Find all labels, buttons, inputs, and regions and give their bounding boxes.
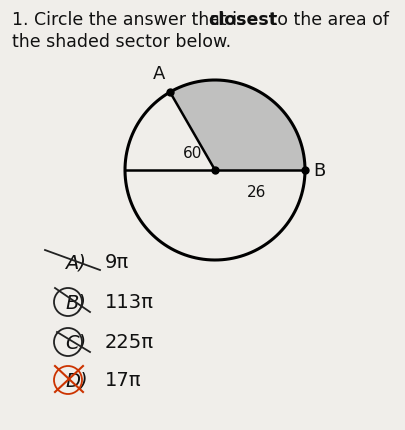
Text: C): C) — [65, 333, 86, 352]
Text: closest: closest — [208, 11, 277, 29]
Text: to the area of: to the area of — [265, 11, 389, 29]
Text: D): D) — [65, 371, 87, 390]
Text: 60: 60 — [183, 145, 202, 160]
Wedge shape — [170, 81, 305, 171]
Text: 225π: 225π — [105, 333, 154, 352]
Text: 26: 26 — [247, 184, 266, 200]
Text: 1. Circle the answer that is: 1. Circle the answer that is — [12, 11, 252, 29]
Text: 9π: 9π — [105, 253, 129, 272]
Text: B): B) — [65, 293, 86, 312]
Text: 113π: 113π — [105, 293, 154, 312]
Text: A): A) — [65, 253, 86, 272]
Text: B: B — [313, 162, 325, 180]
Text: the shaded sector below.: the shaded sector below. — [12, 33, 231, 51]
Text: 17π: 17π — [105, 371, 142, 390]
Text: A: A — [153, 65, 165, 83]
